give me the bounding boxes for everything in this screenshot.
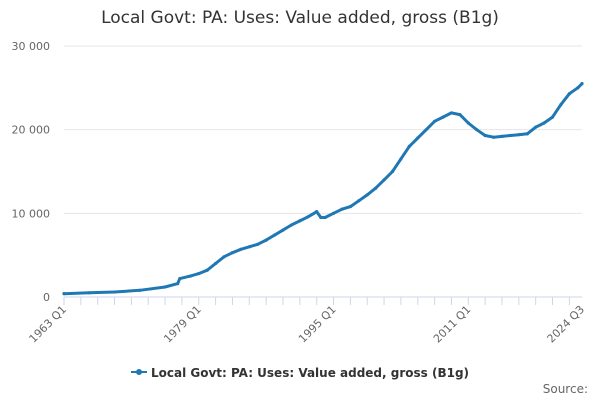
data-point[interactable] (534, 125, 538, 129)
data-point[interactable] (374, 186, 378, 190)
data-point[interactable] (466, 121, 470, 125)
data-point[interactable] (281, 228, 285, 232)
y-tick-label: 10 000 (12, 207, 51, 220)
data-point[interactable] (449, 111, 454, 115)
data-point[interactable] (178, 276, 182, 281)
x-tick-label: 2011 Q1 (431, 303, 474, 346)
data-point[interactable] (298, 219, 302, 223)
data-point[interactable] (416, 136, 420, 140)
data-point[interactable] (483, 133, 487, 138)
data-point[interactable] (407, 144, 411, 148)
y-tick-label: 20 000 (12, 124, 51, 137)
data-point[interactable] (163, 285, 167, 289)
data-point[interactable] (247, 245, 251, 249)
data-point[interactable] (112, 290, 117, 294)
series-line[interactable] (62, 82, 584, 296)
y-tick-labels: 0 10 000 20 000 30 000 (12, 40, 51, 304)
data-point[interactable] (559, 102, 563, 107)
data-point[interactable] (567, 92, 571, 96)
data-point[interactable] (315, 210, 319, 214)
data-point[interactable] (517, 133, 521, 137)
x-tick-label: 1963 Q1 (27, 303, 70, 346)
data-point[interactable] (382, 178, 386, 182)
data-point[interactable] (331, 211, 336, 215)
data-point[interactable] (239, 247, 243, 251)
data-point[interactable] (62, 292, 66, 296)
data-point[interactable] (230, 251, 235, 255)
data-point[interactable] (458, 113, 462, 117)
data-point[interactable] (138, 288, 142, 292)
data-point[interactable] (197, 271, 201, 276)
data-point[interactable] (256, 242, 260, 246)
data-point[interactable] (357, 199, 361, 203)
x-tick-label: 1995 Q1 (296, 303, 339, 346)
data-point[interactable] (475, 128, 479, 132)
data-point[interactable] (576, 86, 580, 90)
data-point[interactable] (500, 134, 504, 138)
data-point[interactable] (264, 238, 268, 242)
y-tick-label: 30 000 (12, 40, 51, 53)
legend-swatch (130, 366, 147, 378)
chart-title: Local Govt: PA: Uses: Value added, gross… (101, 8, 499, 28)
grid-lines (64, 45, 582, 214)
data-point[interactable] (340, 207, 344, 211)
axes (63, 296, 582, 305)
data-point[interactable] (348, 205, 352, 209)
data-point[interactable] (176, 282, 180, 286)
data-point[interactable] (550, 115, 555, 119)
data-point[interactable] (323, 215, 327, 220)
data-point[interactable] (399, 157, 403, 161)
data-point[interactable] (508, 133, 513, 138)
data-point[interactable] (390, 169, 395, 174)
data-point[interactable] (424, 128, 428, 132)
data-point[interactable] (289, 223, 294, 227)
data-point[interactable] (205, 268, 209, 272)
x-tick-label: 2024 Q3 (545, 303, 588, 346)
data-point[interactable] (188, 274, 192, 278)
data-point[interactable] (365, 193, 369, 197)
x-tick-labels: 1963 Q1 1979 Q1 1995 Q1 2011 Q1 2024 Q3 (27, 303, 588, 346)
x-tick-label: 1979 Q1 (161, 303, 204, 346)
data-point[interactable] (319, 215, 323, 220)
source-label: Source: (542, 382, 588, 396)
y-tick-label: 0 (43, 291, 50, 304)
legend-label: Local Govt: PA: Uses: Value added, gross… (150, 366, 470, 380)
data-point[interactable] (580, 82, 584, 86)
data-point[interactable] (525, 132, 529, 136)
data-point[interactable] (222, 255, 226, 259)
data-point[interactable] (87, 291, 91, 295)
data-point[interactable] (214, 261, 218, 266)
data-point[interactable] (491, 135, 496, 139)
legend[interactable]: Local Govt: PA: Uses: Value added, gross… (0, 366, 600, 380)
data-point[interactable] (433, 119, 437, 123)
data-point[interactable] (542, 121, 546, 125)
series-layer (62, 82, 584, 296)
data-point[interactable] (272, 233, 277, 237)
data-point[interactable] (306, 215, 310, 219)
data-point[interactable] (441, 115, 445, 119)
